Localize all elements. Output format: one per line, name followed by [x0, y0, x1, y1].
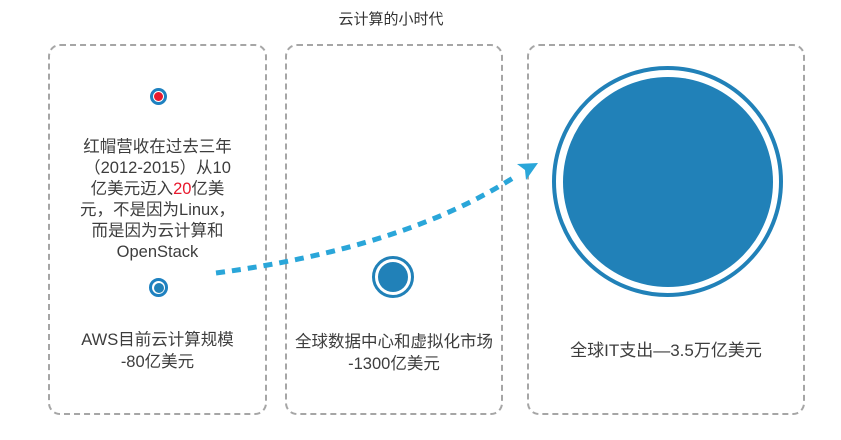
red-dot-marker-icon	[150, 88, 167, 105]
panel-global-it-spend: 全球IT支出—3.5万亿美元	[527, 44, 805, 415]
large-bubble-core	[562, 76, 773, 287]
paragraph-highlight-20: 20	[173, 180, 192, 198]
blue-dot-marker-icon	[149, 278, 168, 297]
panel-redhat-aws: 红帽营收在过去三年 （2012-2015）从10 亿美元迈入20亿美 元，不是因…	[48, 44, 267, 415]
medium-bubble-icon	[372, 256, 414, 298]
paragraph-text-before: 红帽营收在过去三年 （2012-2015）从10 亿美元迈入	[83, 138, 232, 198]
large-bubble-icon	[552, 66, 783, 297]
global-it-spend-caption: 全球IT支出—3.5万亿美元	[570, 341, 762, 360]
paragraph-text-after: 亿美 元，不是因为Linux， 而是因为云计算和 OpenStack	[80, 180, 235, 261]
red-dot-core	[154, 92, 163, 101]
datacenter-market-caption: 全球数据中心和虚拟化市场 -1300亿美元	[295, 333, 493, 373]
page-title: 云计算的小时代	[338, 11, 444, 28]
redhat-revenue-paragraph: 红帽营收在过去三年 （2012-2015）从10 亿美元迈入20亿美 元，不是因…	[54, 137, 261, 263]
aws-scale-caption: AWS目前云计算规模 -80亿美元	[81, 331, 234, 371]
panel-datacenter-market: 全球数据中心和虚拟化市场 -1300亿美元	[285, 44, 503, 415]
blue-dot-core	[153, 282, 164, 293]
medium-bubble-core	[378, 262, 408, 292]
